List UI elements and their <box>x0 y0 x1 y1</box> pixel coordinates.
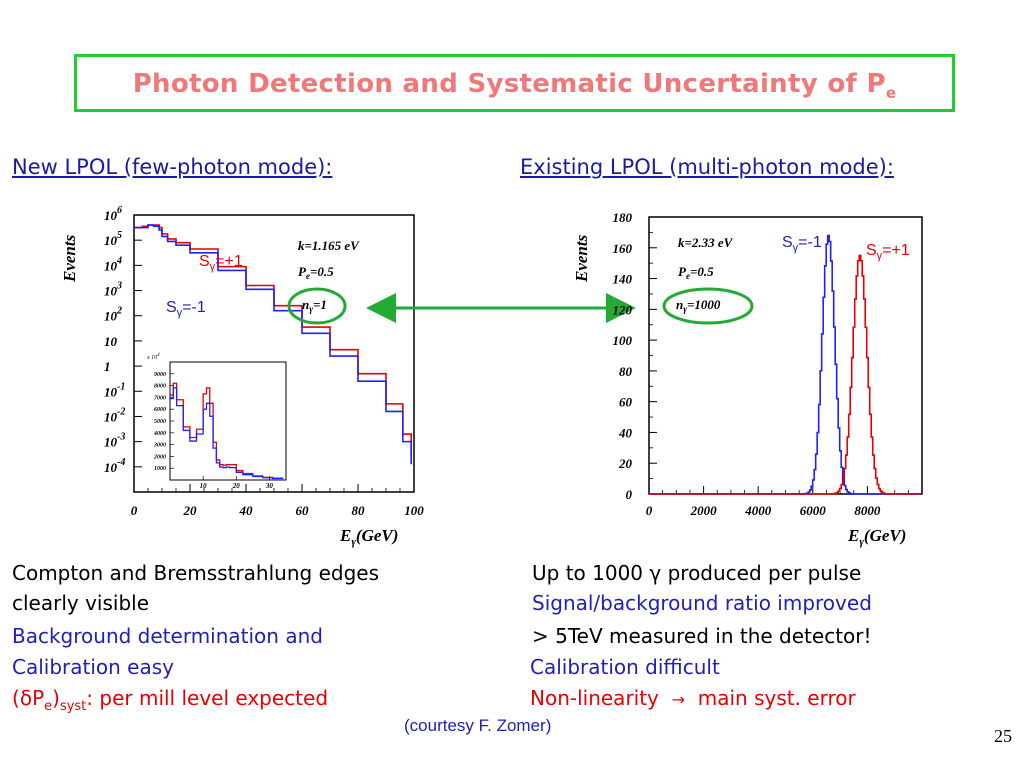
inset-y-tick-label: 1000 <box>154 466 166 472</box>
right-y-tick-label: 100 <box>613 333 633 348</box>
credit: (courtesy F. Zomer) <box>404 716 552 735</box>
right-chart: 0 20 40 60 80 100 120 140 160 180 0 2000 4000 6000 80… <box>572 210 923 548</box>
inset-y-tick-label: 8000 <box>154 384 166 390</box>
left-y-tick-label: 102 <box>104 306 122 324</box>
left-line-4: Calibration easy <box>12 655 174 679</box>
inset-x-ticks: 10 20 30 <box>200 476 274 490</box>
left-y-tick-label: 103 <box>104 281 122 299</box>
left-label-minus: Sγ=-1 <box>166 299 206 319</box>
inset-y-tick-label: 5000 <box>154 419 166 425</box>
title-box: Photon Detection and Systematic Uncertai… <box>74 54 955 112</box>
inset-y-tick-label: 4000 <box>153 431 166 437</box>
right-x-tick-label: 4000 <box>744 503 772 518</box>
right-y-tick-label: 160 <box>613 241 633 256</box>
right-line-2: Signal/background ratio improved <box>532 591 872 615</box>
right-y-tick-label: 20 <box>618 456 633 471</box>
right-line-3: > 5TeV measured in the detector! <box>532 624 872 648</box>
inset-x-tick-label: 10 <box>200 482 208 490</box>
right-y-tick-label: 40 <box>618 425 633 440</box>
page-number: 25 <box>994 726 1012 746</box>
left-y-tick-label: 10-1 <box>104 381 125 399</box>
inset-y-tick-label: 6000 <box>154 407 166 413</box>
right-y-tick-label: 0 <box>626 487 633 502</box>
left-line-3: Background determination and <box>12 624 323 648</box>
left-y-tick-label: 10-4 <box>104 457 125 475</box>
right-series-plus <box>649 254 921 495</box>
right-annot-k: k=2.33 eV <box>678 235 734 250</box>
right-y-axis-label: Events <box>572 234 591 283</box>
right-y-tick-label: 180 <box>613 210 633 225</box>
right-x-tick-label: 2000 <box>690 503 718 518</box>
right-x-tick-label: 6000 <box>800 503 827 518</box>
left-y-tick-label: 104 <box>104 255 122 273</box>
right-x-tick-label: 8000 <box>854 503 881 518</box>
inset-y-tick-label: 7000 <box>154 395 166 401</box>
inset-y-ticks: 9000 8000 7000 6000 5000 4000 3000 2000 1000 <box>153 372 174 472</box>
left-y-tick-label: 10 <box>104 334 118 349</box>
right-y-ticks: 0 20 40 60 80 100 120 140 160 180 <box>613 210 657 502</box>
right-annot-n: nγ=1000 <box>676 297 721 314</box>
left-annot-pe: Pe=0.5 <box>298 264 334 281</box>
left-series-minus <box>134 224 413 465</box>
right-heading: Existing LPOL (multi-photon mode): <box>520 155 894 179</box>
inset-y-tick-label: 3000 <box>153 443 166 449</box>
left-x-tick-label: 100 <box>404 503 424 518</box>
right-y-tick-label: 120 <box>613 302 633 317</box>
right-line-4: Calibration difficult <box>530 655 720 679</box>
left-n-highlight <box>287 287 347 325</box>
left-y-tick-label: 105 <box>104 230 122 248</box>
right-y-tick-label: 60 <box>619 395 633 410</box>
left-x-tick-label: 60 <box>296 503 310 518</box>
left-x-tick-label: 40 <box>239 503 254 518</box>
right-y-tick-label: 80 <box>619 364 633 379</box>
slide-title: Photon Detection and Systematic Uncertai… <box>132 69 897 103</box>
right-n-highlight <box>662 287 754 325</box>
left-x-tick-label: 80 <box>352 503 366 518</box>
inset-x-tick-label: 20 <box>232 482 241 490</box>
right-line-1: Up to 1000 γ produced per pulse <box>532 561 862 585</box>
right-annot-pe: Pe=0.5 <box>678 264 714 281</box>
right-x-ticks: 0 2000 4000 6000 8000 <box>646 486 909 518</box>
inset-series-minus <box>170 387 284 480</box>
right-x-tick-label: 0 <box>646 503 653 518</box>
right-line-5: Non-linearity → main syst. error <box>530 686 856 710</box>
left-y-tick-label: 106 <box>104 205 122 223</box>
left-y-tick-label: 10-2 <box>104 406 125 424</box>
left-x-ticks: 0 20 40 60 80 100 <box>131 484 424 518</box>
left-label-plus: Sγ=+1 <box>199 253 243 273</box>
left-heading: New LPOL (few-photon mode): <box>12 155 333 179</box>
left-line-2: clearly visible <box>12 591 150 615</box>
left-y-tick-label: 1 <box>104 359 111 374</box>
right-label-minus: Sγ=-1 <box>782 234 822 254</box>
left-annot-n: nγ=1 <box>302 297 327 314</box>
right-label-plus: Sγ=+1 <box>866 242 910 262</box>
left-annot-k: k=1.165 eV <box>298 238 360 253</box>
left-x-axis-label: Eγ(GeV) <box>339 526 398 548</box>
left-y-axis-label: Events <box>60 234 79 283</box>
inset-y-tick-label: 9000 <box>154 372 166 378</box>
right-x-axis-label: Eγ(GeV) <box>847 526 906 548</box>
left-inset: 9000 8000 7000 6000 5000 4000 3000 2000 1000 10 2… <box>144 353 288 490</box>
inset-y-tick-label: 2000 <box>153 454 166 460</box>
arrow-icon: → <box>671 690 686 709</box>
left-y-tick-label: 10-3 <box>104 432 125 450</box>
left-x-tick-label: 0 <box>131 503 138 518</box>
right-y-tick-label: 140 <box>613 272 633 287</box>
inset-exponent: x 104 <box>146 353 160 361</box>
left-line-1: Compton and Bremsstrahlung edges <box>12 561 379 585</box>
left-line-syst: (δPe)syst: per mill level expected <box>12 686 329 714</box>
left-x-tick-label: 20 <box>183 503 198 518</box>
inset-x-tick-label: 30 <box>265 482 274 490</box>
